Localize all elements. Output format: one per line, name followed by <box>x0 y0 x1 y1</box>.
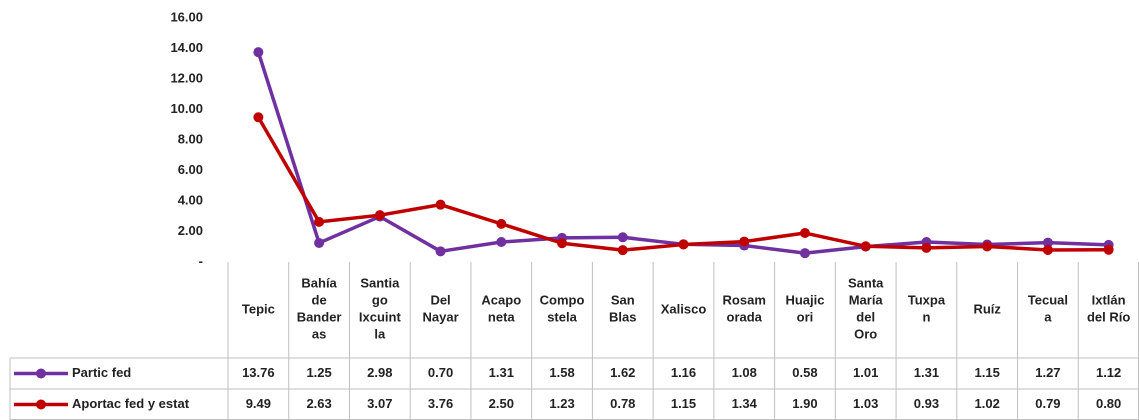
marker <box>860 241 871 252</box>
table-value: 1.31 <box>489 365 514 380</box>
marker <box>799 248 810 259</box>
legend-label: Partic fed <box>72 365 131 380</box>
marker <box>253 47 264 58</box>
table-value: 2.98 <box>367 365 392 380</box>
table-value: 0.58 <box>792 365 817 380</box>
x-tick-label: Tepic <box>242 301 275 316</box>
y-tick-label: 10.00 <box>170 101 203 116</box>
table-value: 1.02 <box>975 396 1000 411</box>
legend-marker <box>36 399 46 410</box>
marker <box>1103 244 1114 255</box>
legend-label: Aportac fed y estat <box>72 396 190 411</box>
table-value: 1.58 <box>549 365 574 380</box>
x-tick-label: Ixtlán del Río <box>1087 293 1130 325</box>
y-tick-label: 14.00 <box>170 40 203 55</box>
marker <box>617 232 628 243</box>
y-tick-label: 4.00 <box>178 192 203 207</box>
marker <box>314 237 325 248</box>
x-tick-label: San Blas <box>609 293 636 325</box>
table-value: 1.15 <box>975 365 1000 380</box>
table-value: 1.15 <box>671 396 696 411</box>
table-value: 0.70 <box>428 365 453 380</box>
y-tick-label: 2.00 <box>178 223 203 238</box>
x-tick-label: Bahía de Bander as <box>297 276 342 342</box>
x-tick-label: Santa María del Oro <box>848 276 884 342</box>
table-value: 1.16 <box>671 365 696 380</box>
series-line <box>256 116 1109 252</box>
table-value: 3.07 <box>367 396 392 411</box>
table-value: 2.63 <box>306 396 331 411</box>
table-value: 1.62 <box>610 365 635 380</box>
marker <box>496 237 507 248</box>
table-value: 13.76 <box>242 365 275 380</box>
table-value: 0.93 <box>914 396 939 411</box>
marker <box>1042 237 1053 248</box>
table-value: 1.12 <box>1096 365 1121 380</box>
x-tick-label: Xalisco <box>661 301 707 316</box>
x-tick-label: Acapo neta <box>481 293 521 325</box>
marker <box>617 245 628 256</box>
table-value: 0.79 <box>1035 396 1060 411</box>
marker <box>314 216 325 227</box>
y-tick-label: 16.00 <box>170 9 203 24</box>
x-tick-label: Huajic ori <box>785 293 824 325</box>
marker <box>982 241 993 252</box>
marker <box>921 242 932 253</box>
marker <box>435 199 446 210</box>
x-tick-label: Compo stela <box>540 293 585 325</box>
y-tick-label: - <box>199 253 203 268</box>
marker <box>557 238 568 249</box>
table-value: 1.03 <box>853 396 878 411</box>
table-value: 0.80 <box>1096 396 1121 411</box>
x-tick-label: Ruíz <box>973 301 1001 316</box>
table-value: 0.78 <box>610 396 635 411</box>
marker <box>799 228 810 239</box>
table-value: 1.90 <box>792 396 817 411</box>
table-value: 9.49 <box>246 396 271 411</box>
x-tick-label: Tuxpa n <box>908 293 946 325</box>
y-tick-label: 8.00 <box>178 131 203 146</box>
y-tick-label: 12.00 <box>170 70 203 85</box>
marker <box>496 218 507 229</box>
legend-marker <box>36 368 46 379</box>
table-value: 1.34 <box>732 396 758 411</box>
marker <box>1042 244 1053 255</box>
marker <box>253 112 264 123</box>
table-value: 1.01 <box>853 365 878 380</box>
table-value: 1.23 <box>549 396 574 411</box>
marker <box>435 246 446 257</box>
y-tick-label: 6.00 <box>178 162 203 177</box>
table-value: 2.50 <box>489 396 514 411</box>
table-value: 1.27 <box>1035 365 1060 380</box>
table-value: 3.76 <box>428 396 453 411</box>
table-value: 1.25 <box>306 365 331 380</box>
x-tick-label: Rosam orada <box>723 293 766 325</box>
table-value: 1.31 <box>914 365 939 380</box>
x-tick-label: Tecual a <box>1028 293 1068 325</box>
x-tick-label: Del Nayar <box>422 293 458 325</box>
table-value: 1.08 <box>732 365 757 380</box>
marker <box>739 236 750 247</box>
marker <box>678 239 689 250</box>
marker <box>374 210 385 221</box>
x-tick-label: Santia go Ixcuint la <box>359 276 402 342</box>
series-line <box>256 51 1109 255</box>
